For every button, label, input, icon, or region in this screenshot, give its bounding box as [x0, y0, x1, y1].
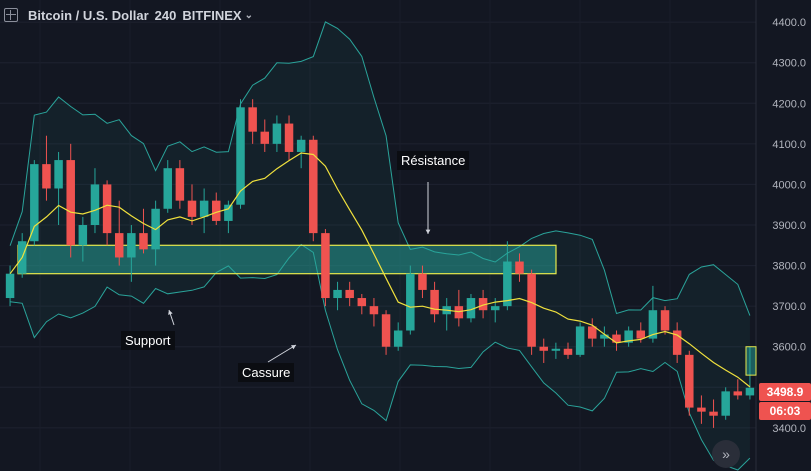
last-price-badge: 3498.9: [759, 383, 811, 401]
chevron-down-icon[interactable]: ⌄: [244, 9, 253, 21]
candle-body: [430, 289, 439, 315]
breakout-label: Cassure: [238, 363, 295, 382]
candle-body: [5, 273, 15, 299]
price-tick-label: 3900.0: [772, 220, 806, 232]
candle-body: [418, 273, 427, 290]
candle-body: [333, 289, 342, 299]
candle-body: [600, 334, 609, 339]
candle-body: [345, 289, 354, 299]
candle-body: [575, 326, 585, 355]
support-arrow-head: [168, 310, 173, 315]
candle-body: [187, 200, 197, 217]
bollinger-upper: [9, 21, 751, 316]
candle-body: [393, 330, 403, 347]
candle-body: [672, 330, 682, 355]
candle-body: [296, 139, 306, 152]
candle-body: [66, 160, 75, 246]
resistance-label: Résistance: [397, 151, 470, 170]
countdown-badge: 06:03: [759, 402, 811, 420]
candle-body: [527, 273, 536, 347]
candle-body: [357, 298, 367, 307]
breakout-arrow-head: [291, 345, 296, 350]
candle-body: [648, 310, 658, 339]
candle-body: [321, 233, 330, 299]
crosshair-icon[interactable]: [4, 8, 18, 22]
moving-average-line: [9, 152, 751, 388]
candle-body: [733, 391, 743, 396]
candle-body: [745, 387, 755, 396]
candle-body: [54, 160, 63, 189]
candle-body: [588, 326, 597, 339]
price-tick-label: 3800.0: [772, 261, 806, 273]
candle-body: [406, 273, 415, 331]
candle-body: [709, 411, 718, 416]
candle-body: [612, 334, 621, 343]
candle-body: [636, 330, 646, 339]
candle-body: [685, 354, 694, 408]
candle-body: [309, 139, 318, 234]
symbol-name[interactable]: Bitcoin / U.S. Dollar: [28, 7, 149, 23]
price-tick-label: 4300.0: [772, 58, 806, 70]
price-tick-label: 3700.0: [772, 301, 806, 313]
breakout-arrow: [267, 344, 297, 363]
candle-body: [721, 391, 730, 416]
candle-body: [563, 348, 573, 355]
candle-body: [381, 314, 391, 347]
candle-body: [660, 310, 670, 331]
candle-body: [212, 200, 221, 221]
candle-body: [503, 261, 512, 307]
candle-body: [127, 233, 136, 258]
resistance-arrow-head: [425, 229, 431, 234]
price-tick-label: 3600.0: [772, 342, 806, 354]
candle-body: [272, 123, 282, 144]
candle-body: [490, 306, 500, 311]
candle-body: [175, 168, 185, 201]
candle-body: [199, 200, 209, 217]
candle-body: [30, 164, 39, 242]
price-tick-label: 4000.0: [772, 179, 806, 191]
candle-body: [114, 233, 124, 258]
candle-body: [102, 184, 112, 234]
price-tick-label: 4200.0: [772, 98, 806, 110]
candle-body: [369, 306, 379, 315]
candle-body: [284, 123, 294, 152]
candle-body: [466, 298, 476, 319]
candle-body: [236, 107, 245, 205]
candle-body: [539, 346, 548, 351]
candle-body: [42, 164, 51, 189]
candle-body: [515, 261, 524, 274]
header-interval[interactable]: 240: [154, 7, 177, 23]
support-resistance-zone: [17, 244, 557, 275]
candle-body: [224, 204, 233, 221]
header-exchange[interactable]: BITFINEX: [182, 7, 242, 23]
bollinger-lower: [10, 243, 751, 471]
price-tick-label: 4400.0: [772, 17, 806, 29]
symbol-header[interactable]: Bitcoin / U.S. Dollar 240 BITFINEX ⌄: [0, 0, 253, 30]
candle-body: [163, 168, 172, 209]
candle-body: [624, 330, 633, 343]
scroll-to-latest-button[interactable]: »: [712, 440, 740, 468]
price-highlight-box: [745, 346, 757, 376]
support-label: Support: [121, 331, 175, 350]
candle-body: [260, 131, 270, 144]
candle-body: [78, 225, 88, 246]
candle-body: [90, 184, 100, 225]
candle-body: [697, 407, 706, 412]
candle-body: [139, 233, 148, 250]
candle-body: [248, 107, 257, 132]
price-tick-label: 3400.0: [772, 423, 806, 435]
candle-body: [551, 348, 561, 351]
price-tick-label: 4100.0: [772, 139, 806, 151]
candle-body: [478, 298, 488, 311]
